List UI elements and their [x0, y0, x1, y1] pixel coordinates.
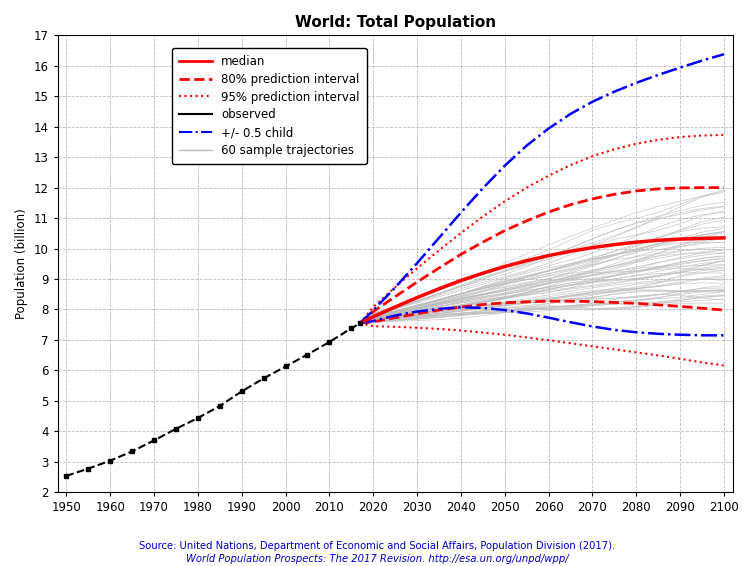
Title: World: Total Population: World: Total Population: [294, 15, 496, 30]
Y-axis label: Population (billion): Population (billion): [15, 208, 28, 319]
Text: Source: United Nations, Department of Economic and Social Affairs, Population Di: Source: United Nations, Department of Ec…: [140, 541, 615, 551]
Legend: median, 80% prediction interval, 95% prediction interval, observed, +/- 0.5 chil: median, 80% prediction interval, 95% pre…: [171, 48, 367, 164]
Text: World Population Prospects: The 2017 Revision. http://esa.un.org/unpd/wpp/: World Population Prospects: The 2017 Rev…: [186, 554, 569, 564]
